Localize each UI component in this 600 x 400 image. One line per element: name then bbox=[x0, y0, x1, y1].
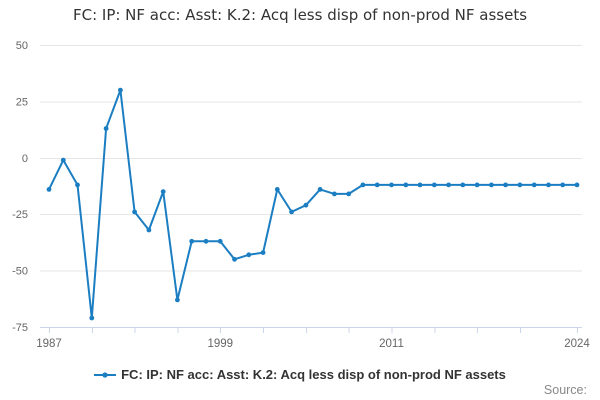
series-legend-marker-icon bbox=[94, 371, 117, 378]
data-point-marker[interactable] bbox=[446, 182, 451, 188]
data-point-marker[interactable] bbox=[574, 182, 580, 188]
data-point-marker[interactable] bbox=[474, 182, 480, 188]
plot-area: 50 25 0 -25 -50 -75 1987 1999 2011 2024 bbox=[12, 40, 590, 350]
y-axis-tick-label: -75 bbox=[12, 322, 28, 334]
data-point-marker[interactable] bbox=[160, 189, 166, 195]
data-point-marker[interactable] bbox=[503, 182, 508, 188]
data-point-marker[interactable] bbox=[346, 191, 352, 197]
y-axis-tick-label: 50 bbox=[16, 40, 28, 52]
data-point-marker[interactable] bbox=[289, 209, 294, 215]
data-point-marker[interactable] bbox=[60, 157, 66, 163]
chart-title: FC: IP: NF acc: Asst: K.2: Acq less disp… bbox=[72, 6, 528, 24]
data-point-marker[interactable] bbox=[217, 238, 223, 244]
data-point-marker[interactable] bbox=[132, 209, 138, 215]
x-axis-tick-label: 2024 bbox=[564, 338, 590, 350]
source-label: Source: bbox=[543, 383, 587, 397]
data-point-marker[interactable] bbox=[103, 126, 109, 131]
data-point-marker[interactable] bbox=[403, 182, 409, 188]
data-point-marker[interactable] bbox=[531, 182, 537, 188]
data-point-marker[interactable] bbox=[374, 182, 380, 188]
data-point-marker[interactable] bbox=[75, 182, 80, 188]
y-axis-tick-label: -25 bbox=[12, 209, 28, 221]
legend-label: FC: IP: NF acc: Asst: K.2: Acq less disp… bbox=[121, 367, 506, 382]
x-axis-tick-label: 2011 bbox=[379, 338, 404, 350]
data-point-marker[interactable] bbox=[246, 252, 252, 258]
data-point-marker[interactable] bbox=[560, 182, 566, 188]
data-point-marker[interactable] bbox=[517, 182, 523, 188]
data-point-marker[interactable] bbox=[332, 191, 337, 197]
data-point-marker[interactable] bbox=[460, 182, 466, 188]
x-axis-tick-label: 1999 bbox=[207, 338, 233, 350]
y-axis-tick-label: -50 bbox=[12, 266, 28, 278]
data-point-marker[interactable] bbox=[360, 182, 366, 188]
data-point-marker[interactable] bbox=[232, 256, 237, 262]
series-line[interactable] bbox=[48, 89, 578, 319]
data-point-marker[interactable] bbox=[260, 250, 266, 256]
data-point-marker[interactable] bbox=[303, 202, 309, 208]
data-point-marker[interactable] bbox=[46, 187, 52, 192]
x-axis-tick-label: 1987 bbox=[36, 338, 62, 350]
data-point-marker[interactable] bbox=[203, 238, 209, 244]
data-point-marker[interactable] bbox=[189, 238, 195, 244]
data-point-marker[interactable] bbox=[389, 182, 394, 188]
y-axis-tick-label: 0 bbox=[22, 153, 28, 165]
data-point-marker[interactable] bbox=[431, 182, 437, 188]
data-point-marker[interactable] bbox=[417, 182, 423, 188]
data-point-marker[interactable] bbox=[89, 315, 95, 321]
y-axis-tick-label: 25 bbox=[16, 96, 28, 108]
data-point-marker[interactable] bbox=[317, 187, 323, 192]
data-point-marker[interactable] bbox=[546, 182, 551, 188]
legend-item[interactable]: FC: IP: NF acc: Asst: K.2: Acq less disp… bbox=[0, 367, 600, 382]
data-point-marker[interactable] bbox=[274, 187, 280, 192]
data-point-marker[interactable] bbox=[118, 87, 123, 93]
data-point-marker[interactable] bbox=[489, 182, 494, 188]
data-point-marker[interactable] bbox=[146, 227, 152, 233]
data-point-marker[interactable] bbox=[175, 297, 180, 303]
